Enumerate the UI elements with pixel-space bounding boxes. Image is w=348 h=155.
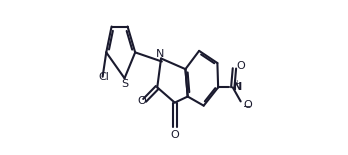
Text: O: O — [171, 130, 179, 140]
Text: N: N — [233, 82, 242, 92]
Text: O: O — [137, 96, 146, 106]
Text: −: − — [243, 102, 251, 112]
Text: S: S — [121, 79, 128, 89]
Text: O: O — [243, 100, 252, 110]
Text: O: O — [236, 61, 245, 71]
Text: +: + — [233, 79, 240, 88]
Text: Cl: Cl — [98, 73, 110, 82]
Text: N: N — [156, 49, 165, 59]
